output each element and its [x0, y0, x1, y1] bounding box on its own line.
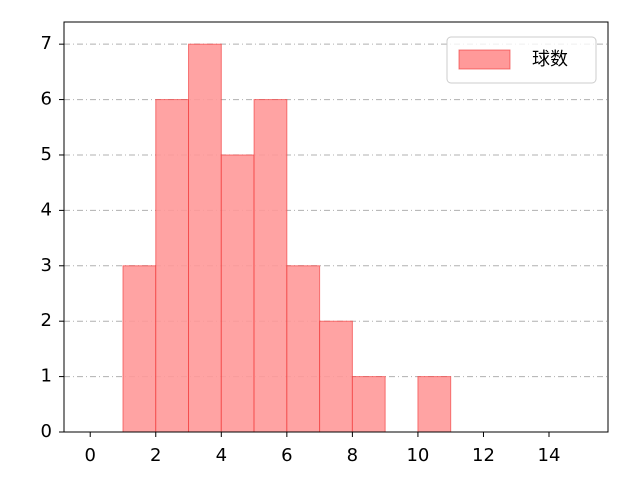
bar [155, 99, 190, 433]
y-tick-label: 6 [41, 89, 52, 110]
legend-box [446, 36, 597, 84]
bar [253, 99, 288, 433]
x-tick-label: 0 [84, 445, 95, 466]
y-tick-label: 3 [41, 255, 52, 276]
bar [351, 376, 386, 433]
bar [220, 154, 255, 433]
bar [417, 376, 452, 433]
bar [319, 320, 353, 433]
x-tick-label: 4 [216, 445, 227, 466]
legend-swatch [458, 49, 511, 70]
x-tick-label: 2 [150, 445, 161, 466]
y-tick-label: 0 [41, 421, 52, 442]
x-tick-label: 6 [281, 445, 292, 466]
x-tick-label: 12 [472, 445, 495, 466]
bar [122, 265, 157, 433]
y-tick-label: 2 [41, 310, 52, 331]
x-tick-label: 14 [538, 445, 561, 466]
plot-frame [63, 21, 609, 433]
x-tick-label: 8 [347, 445, 358, 466]
y-tick-label: 7 [41, 33, 52, 54]
x-tick-label: 10 [406, 445, 429, 466]
legend-label: 球数 [532, 49, 568, 70]
bar [286, 265, 321, 433]
bar [188, 43, 222, 433]
y-tick-label: 5 [41, 144, 52, 165]
y-tick-label: 1 [41, 366, 52, 387]
y-tick-label: 4 [41, 199, 52, 220]
